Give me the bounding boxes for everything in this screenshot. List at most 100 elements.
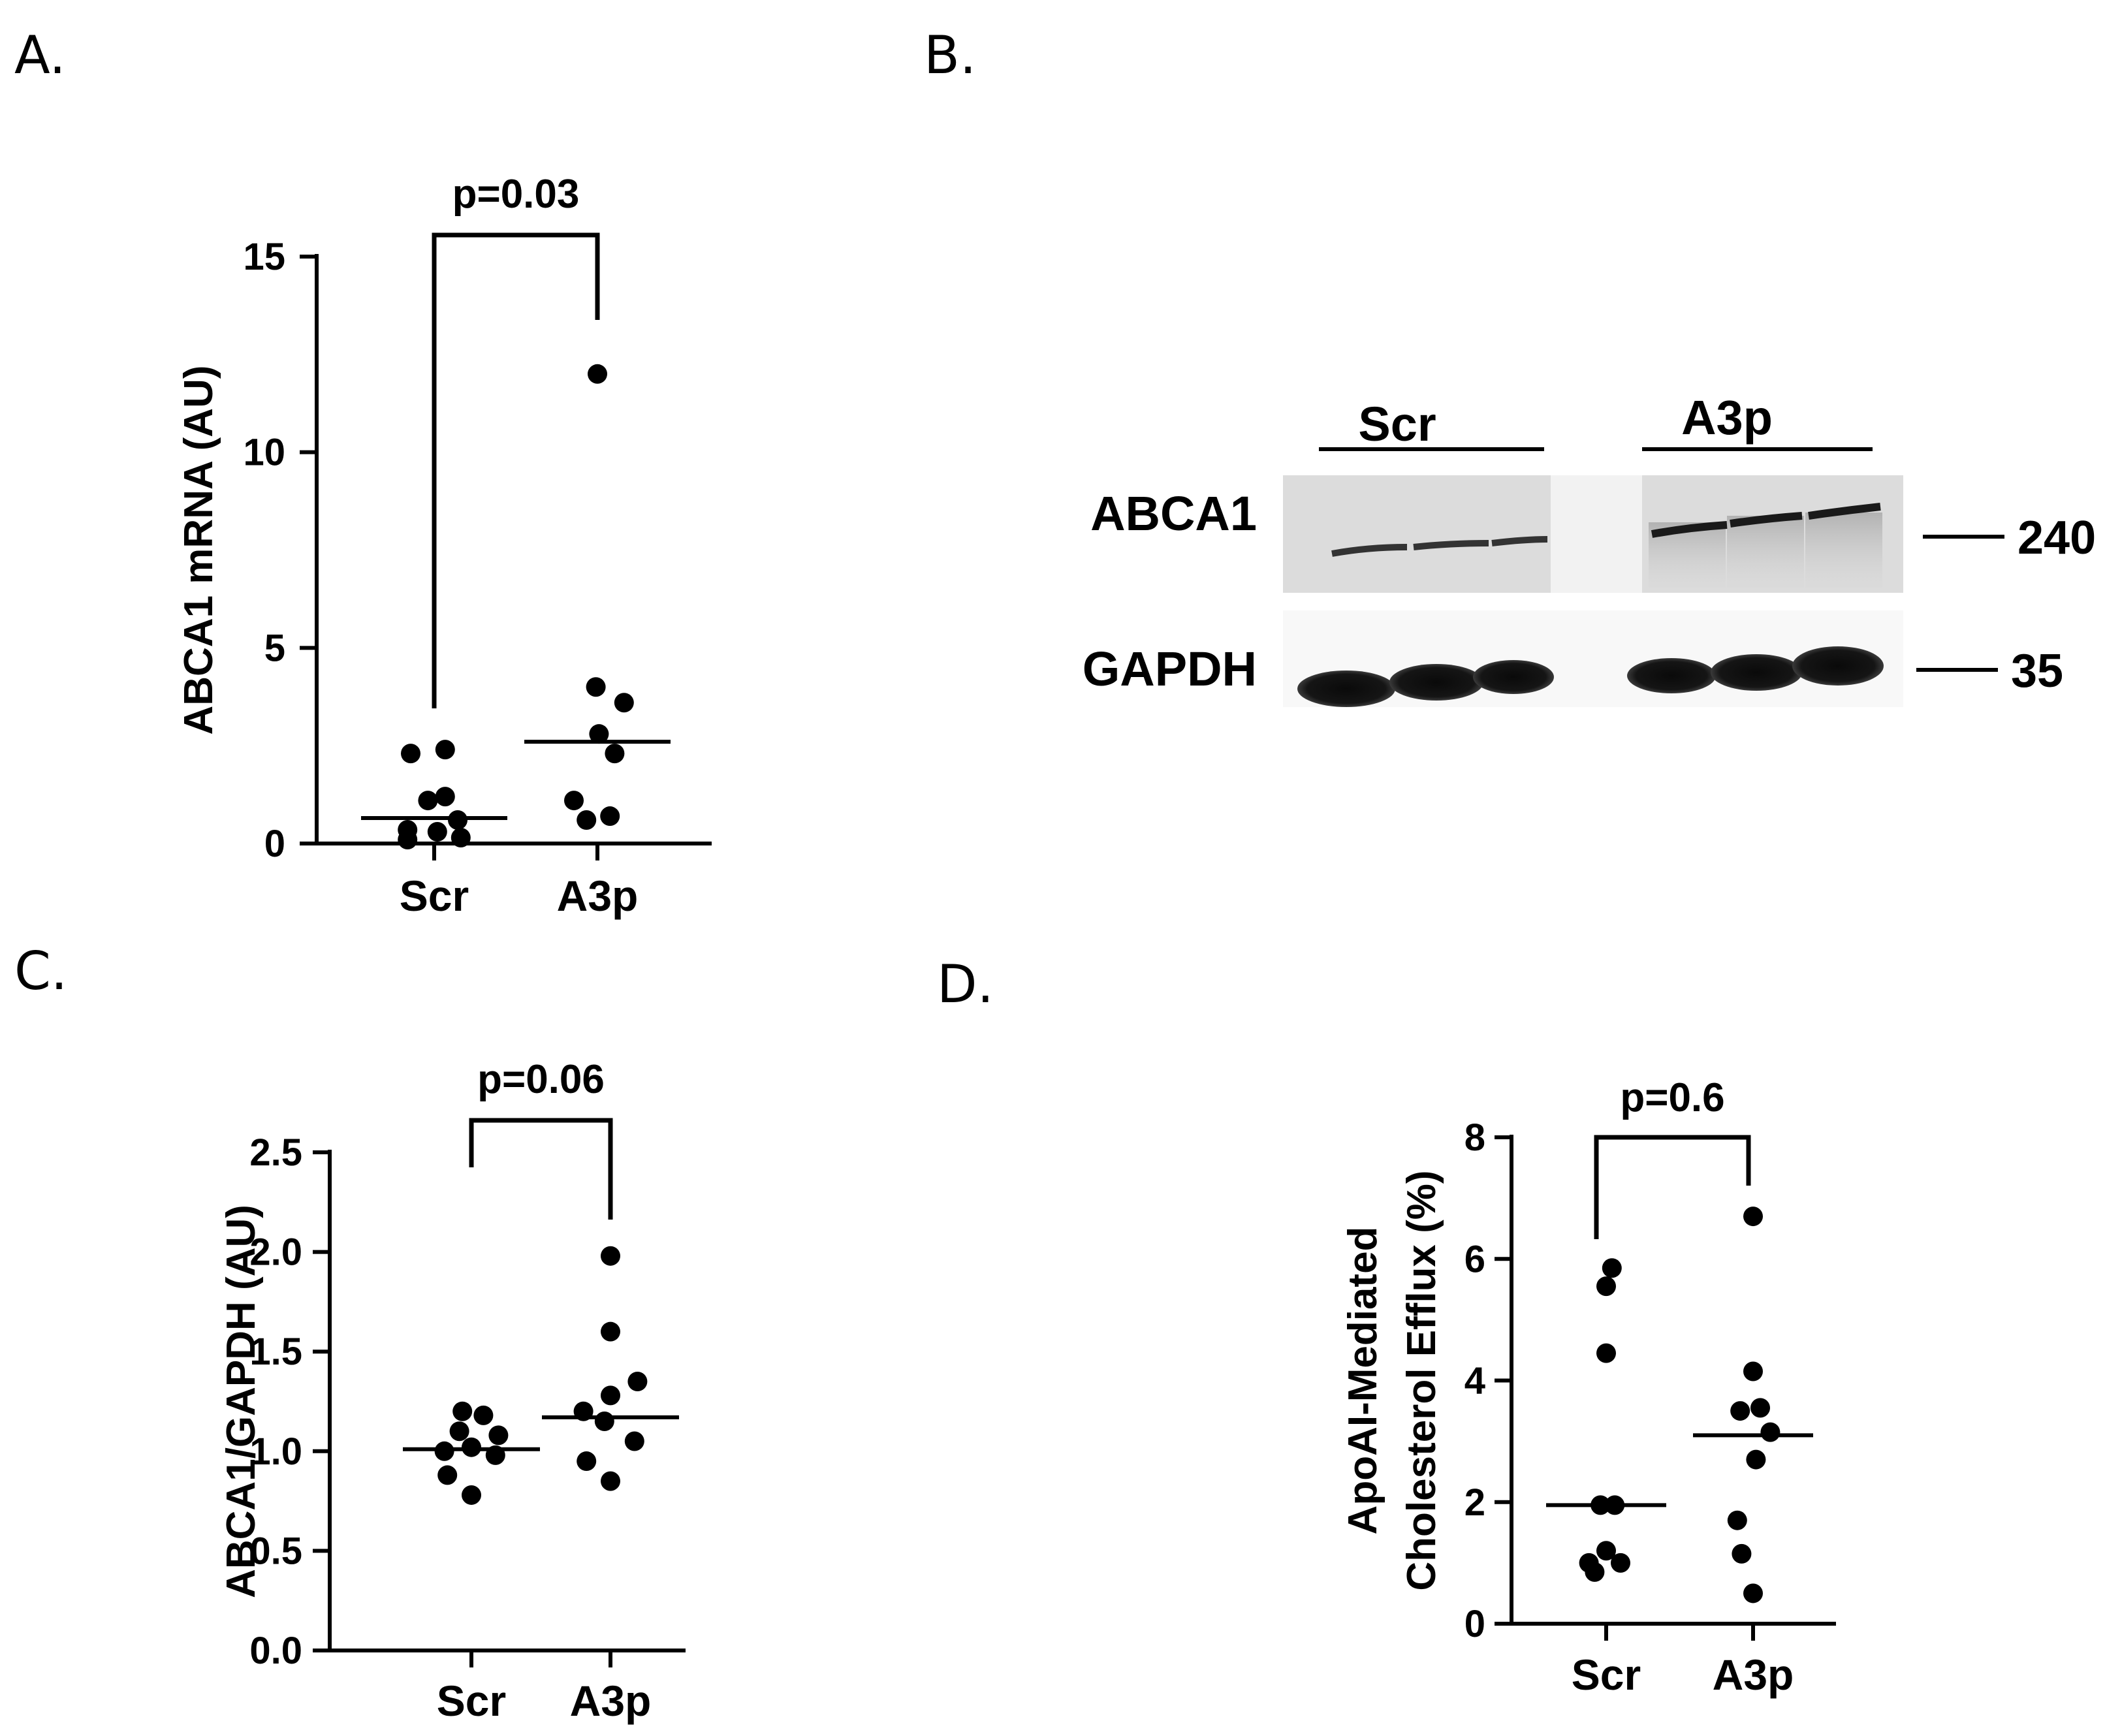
data-point-a3p [1743, 1361, 1763, 1381]
data-point-a3p [1732, 1543, 1752, 1564]
western-blot: Scr A3p ABCA1 GAPDH 240 35 [1083, 390, 2096, 707]
data-point-scr [435, 740, 455, 760]
y-tick-label: 0 [1464, 1603, 1485, 1645]
data-point-a3p [1750, 1398, 1770, 1418]
blot-band-abca1-scr-2 [1413, 540, 1489, 550]
blot-band-abca1-a3p-2 [1730, 512, 1803, 528]
data-point-scr [462, 1485, 481, 1505]
data-point-scr [1579, 1553, 1599, 1573]
y-axis-label: ABCA1 mRNA (AU) [176, 365, 221, 734]
blot-band-gapdh-scr-1 [1297, 671, 1395, 707]
data-point-a3p [586, 677, 606, 697]
data-point-scr [1602, 1258, 1622, 1278]
data-point-a3p [594, 1412, 614, 1432]
chart-abca1-gapdh: 0.0 0.5 1.0 1.5 2.0 2.5 Scr A3p ABCA1/GAPDH (AU)… [219, 1057, 686, 1725]
data-point-scr [462, 1437, 481, 1457]
y-axis-label-line-2: Cholesterol Efflux (%) [1399, 1170, 1444, 1590]
data-point-scr [401, 744, 420, 764]
data-point-scr [449, 1421, 469, 1442]
y-tick-label: 0.0 [249, 1630, 302, 1672]
x-category-label: Scr [1572, 1650, 1641, 1699]
data-point-a3p [577, 810, 597, 830]
significance-bracket [469, 1118, 613, 1220]
data-point-scr [488, 1425, 509, 1445]
data-point-a3p [601, 1321, 620, 1342]
y-tick-label: 15 [243, 236, 285, 278]
chart-abca1-mrna: 0 5 10 15 Scr A3p ABCA1 mRNA (AU) p=0.03 [176, 172, 712, 920]
data-point-scr [1596, 1276, 1616, 1297]
chart-cholesterol-efflux: 0 2 4 6 8 Scr A3p ApoAI-Mediated Cholesterol Eff… [1340, 1075, 1836, 1699]
data-point-a3p [1743, 1207, 1763, 1227]
data-point-a3p [577, 1451, 597, 1472]
data-point-scr [452, 1401, 473, 1421]
data-point-a3p [601, 1246, 620, 1266]
blot-group-label-a3p: A3p [1681, 390, 1773, 445]
y-tick-label: 0.5 [249, 1530, 302, 1572]
y-tick-label: 1.0 [249, 1430, 302, 1473]
blot-band-gapdh-a3p-3 [1792, 646, 1884, 686]
y-tick-label: 0 [264, 823, 285, 865]
blot-band-gapdh-a3p-2 [1711, 654, 1802, 691]
y-tick-label: 5 [264, 627, 285, 669]
blot-band-gapdh-a3p-1 [1627, 658, 1716, 693]
data-point-a3p [1760, 1422, 1781, 1442]
blot-row-label-abca1: ABCA1 [1090, 486, 1257, 541]
blot-band-abca1-a3p-1 [1651, 521, 1728, 538]
data-point-scr [418, 791, 438, 811]
blot-band-abca1-scr-1 [1331, 544, 1408, 557]
data-point-a3p [624, 1431, 644, 1451]
blot-band-abca1-a3p-3 [1808, 503, 1881, 520]
data-point-scr [427, 822, 447, 842]
data-point-scr [437, 1465, 458, 1485]
data-point-a3p [564, 791, 584, 811]
mw-label-240: 240 [2018, 512, 2096, 564]
data-point-scr [473, 1405, 494, 1425]
data-point-a3p [1743, 1583, 1763, 1603]
data-point-a3p [627, 1371, 648, 1391]
p-value-label: p=0.6 [1620, 1075, 1724, 1120]
y-axis-label-line-1: ApoAI-Mediated [1340, 1227, 1385, 1535]
y-tick-label: 4 [1464, 1360, 1485, 1402]
data-point-a3p [601, 1385, 620, 1406]
y-tick-label: 2.5 [249, 1131, 302, 1174]
blot-band-abca1-scr-3 [1491, 536, 1548, 546]
panel-label-c: C. [14, 941, 67, 1002]
blot-smear-a3p-3 [1805, 513, 1882, 588]
x-category-label: A3p [557, 872, 639, 920]
p-value-label: p=0.03 [452, 172, 580, 217]
panel-label-d: D. [937, 954, 994, 1015]
data-point-a3p [601, 1471, 620, 1491]
data-point-a3p [614, 693, 634, 713]
data-point-scr [398, 820, 418, 840]
blot-row-label-gapdh: GAPDH [1083, 642, 1257, 696]
data-point-a3p [1730, 1401, 1750, 1421]
mw-label-35: 35 [2011, 645, 2063, 697]
data-point-scr [1596, 1541, 1616, 1561]
y-tick-label: 2 [1464, 1481, 1485, 1524]
data-point-a3p [605, 744, 625, 764]
x-category-label: A3p [570, 1677, 652, 1725]
data-point-scr [434, 1441, 454, 1461]
data-point-scr [435, 787, 455, 807]
panel-label-b: B. [924, 25, 976, 86]
data-point-a3p [600, 806, 620, 827]
blot-smear-a3p-2 [1727, 516, 1804, 588]
p-value-label: p=0.06 [477, 1057, 605, 1102]
data-point-scr [1611, 1553, 1630, 1573]
data-point-a3p [1727, 1510, 1747, 1530]
y-tick-label: 10 [243, 432, 285, 474]
y-tick-label: 1.5 [249, 1331, 302, 1373]
blot-band-gapdh-scr-2 [1389, 664, 1483, 701]
blot-gap-abca1 [1551, 475, 1642, 593]
panel-label-a: A. [14, 25, 66, 86]
data-point-scr [451, 828, 471, 848]
x-category-label: A3p [1713, 1650, 1794, 1699]
x-category-label: Scr [400, 872, 469, 920]
y-tick-label: 8 [1464, 1116, 1485, 1159]
blot-band-gapdh-scr-3 [1473, 660, 1554, 694]
y-axis-label: ABCA1/GAPDH (AU) [219, 1205, 264, 1598]
y-tick-label: 2.0 [249, 1231, 302, 1274]
data-point-a3p [1746, 1449, 1766, 1470]
data-point-scr [1596, 1343, 1616, 1363]
